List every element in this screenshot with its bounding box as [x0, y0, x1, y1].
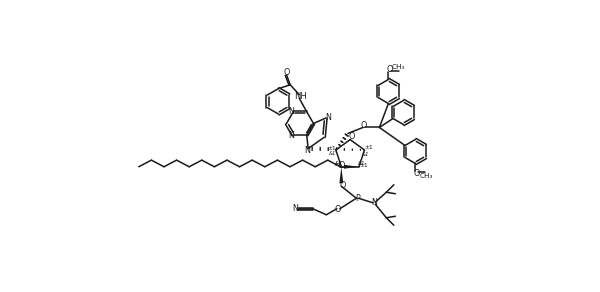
- Text: O: O: [387, 65, 393, 74]
- Text: O: O: [414, 169, 420, 178]
- Text: &1: &1: [335, 161, 342, 166]
- Text: &1: &1: [329, 151, 337, 156]
- Text: N: N: [325, 113, 331, 122]
- Text: N: N: [292, 204, 298, 213]
- Text: O: O: [338, 161, 345, 170]
- Text: O: O: [283, 68, 290, 77]
- Text: O: O: [349, 132, 355, 141]
- Text: CH₃: CH₃: [420, 173, 433, 179]
- Text: N: N: [288, 107, 294, 116]
- Text: ±1: ±1: [327, 146, 336, 151]
- Text: ±1: ±1: [359, 163, 368, 168]
- Text: &1: &1: [362, 152, 370, 157]
- Text: O: O: [361, 121, 367, 130]
- Text: P: P: [355, 194, 360, 203]
- Text: N: N: [371, 198, 377, 207]
- Text: O: O: [339, 181, 346, 190]
- Text: &1: &1: [358, 161, 366, 166]
- Polygon shape: [344, 165, 359, 169]
- Polygon shape: [340, 167, 343, 183]
- Text: O: O: [334, 205, 341, 214]
- Text: ±1: ±1: [334, 162, 342, 167]
- Text: CH₃: CH₃: [392, 65, 406, 70]
- Text: N: N: [304, 146, 310, 155]
- Text: N: N: [288, 131, 294, 140]
- Text: NH: NH: [294, 92, 307, 101]
- Text: ±1: ±1: [365, 145, 373, 150]
